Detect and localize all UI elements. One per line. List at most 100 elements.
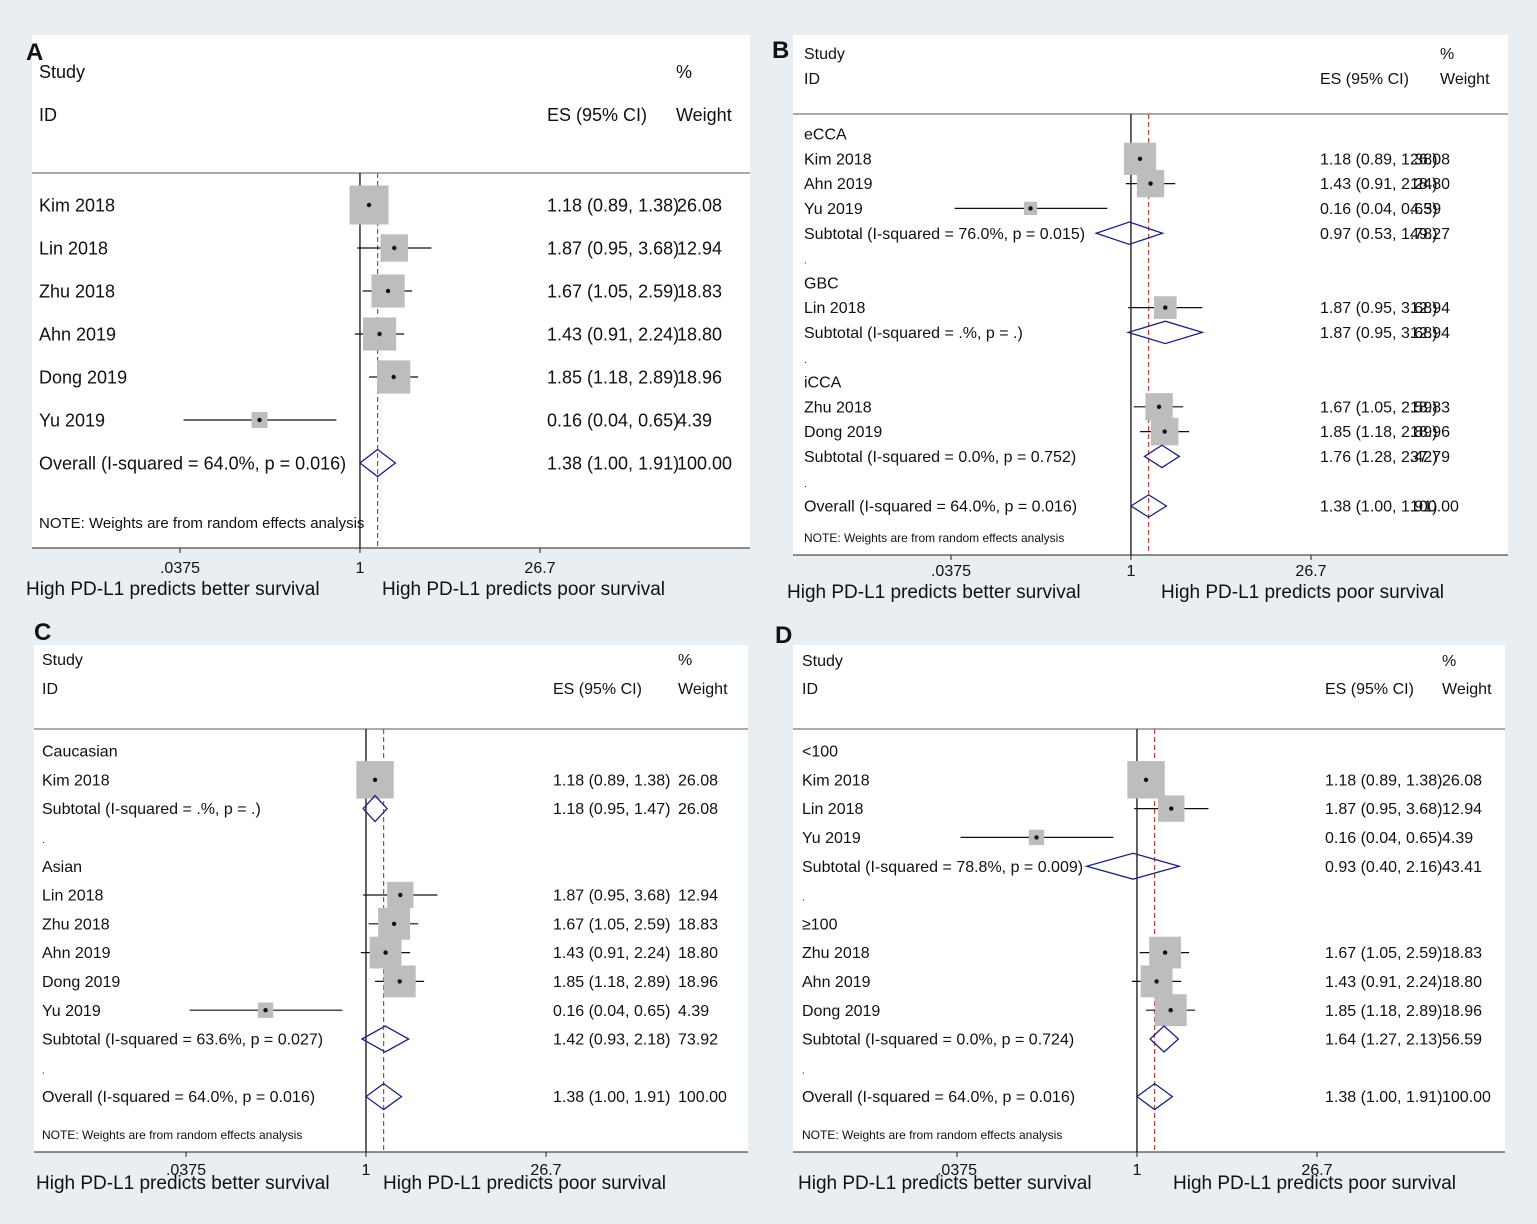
weight-value: 73.92 (678, 1032, 718, 1049)
weight-value: 4.39 (1410, 201, 1441, 218)
header-percent: % (1442, 653, 1456, 670)
study-label: Lin 2018 (42, 888, 103, 905)
point-estimate (1156, 404, 1162, 409)
right-direction-caption: High PD-L1 predicts poor survival (382, 579, 665, 600)
point-estimate (385, 288, 391, 294)
point-estimate (383, 950, 388, 955)
effect-size-ci: 1.87 (0.95, 3.68) (1320, 300, 1437, 317)
effect-size-ci: 1.43 (0.91, 2.24) (553, 945, 670, 962)
study-label: Lin 2018 (804, 300, 865, 317)
left-direction-caption: High PD-L1 predicts better survival (36, 1173, 330, 1194)
study-label: Ahn 2019 (802, 974, 871, 991)
weight-value: 26.08 (1410, 151, 1450, 168)
header-id: ID (39, 105, 57, 125)
weight-value: 26.08 (677, 195, 722, 215)
effect-size-ci: 1.18 (0.89, 1.38) (553, 772, 670, 789)
weight-value: 18.80 (678, 945, 718, 962)
x-tick-label: 26.7 (524, 560, 555, 577)
subtotal-diamond (362, 794, 388, 823)
x-tick-label: 1 (362, 1162, 371, 1179)
study-label: Zhu 2018 (804, 399, 872, 416)
left-direction-caption: High PD-L1 predicts better survival (798, 1173, 1092, 1194)
effect-size-ci: 1.85 (1.18, 2.89) (553, 974, 670, 991)
effect-size-ci: 1.38 (1.00, 1.91) (553, 1089, 670, 1106)
weight-value: 18.83 (1442, 945, 1482, 962)
effect-size-ci: 1.38 (1.00, 1.91) (1325, 1089, 1442, 1106)
study-label: Ahn 2019 (42, 945, 111, 962)
group-spacer: . (804, 479, 807, 490)
x-tick-label: 26.7 (530, 1162, 561, 1179)
point-estimate (1169, 806, 1174, 811)
point-estimate (1154, 979, 1159, 984)
weight-value: 12.94 (1410, 325, 1450, 342)
study-label: Dong 2019 (39, 367, 127, 387)
study-label: Kim 2018 (802, 772, 870, 789)
point-estimate (1034, 835, 1039, 840)
effect-size-ci: 0.93 (0.40, 2.16) (1325, 859, 1442, 876)
panel-label: C (34, 619, 51, 646)
effect-size-ci: 1.67 (1.05, 2.59) (1325, 945, 1442, 962)
effect-size-ci: 1.67 (1.05, 2.59) (547, 281, 679, 301)
effect-size-ci: 1.18 (0.89, 1.38) (1320, 151, 1437, 168)
weight-value: 100.00 (678, 1089, 727, 1106)
header-percent: % (676, 62, 692, 82)
subtotal-diamond (1149, 1025, 1180, 1053)
subtotal-label: Subtotal (I-squared = 63.6%, p = 0.027) (42, 1032, 323, 1049)
group-label: Caucasian (42, 744, 118, 761)
forest-panel-c: C Study ID ES (95% CI)% Weight Caucasian Kim 2… (34, 619, 748, 1194)
point-estimate (1148, 181, 1153, 186)
weight-value: 12.94 (1442, 801, 1482, 818)
point-estimate (1028, 206, 1033, 211)
subtotal-label: Subtotal (I-squared = .%, p = .) (804, 325, 1023, 342)
header-study: Study (804, 46, 845, 63)
study-label: Lin 2018 (802, 801, 863, 818)
study-label: Yu 2019 (804, 201, 863, 218)
weight-value: 18.80 (677, 324, 722, 344)
overall-label: Overall (I-squared = 64.0%, p = 0.016) (802, 1089, 1075, 1106)
analysis-note: NOTE: Weights are from random effects an… (804, 531, 1064, 545)
group-spacer: . (804, 355, 807, 366)
point-estimate (1137, 156, 1143, 161)
header-study: Study (42, 652, 83, 669)
effect-size-ci: 1.85 (1.18, 2.89) (1320, 424, 1437, 441)
point-estimate (372, 777, 378, 782)
weight-value: 26.08 (1442, 772, 1482, 789)
header-weight: Weight (1440, 71, 1490, 88)
effect-size-ci: 0.16 (0.04, 0.65) (1320, 201, 1437, 218)
x-tick-label: 1 (356, 560, 365, 577)
x-tick-label: 1 (1133, 1162, 1142, 1179)
study-label: Ahn 2019 (804, 176, 873, 193)
header-id: ID (42, 681, 58, 698)
weight-value: 4.39 (677, 410, 712, 430)
weight-value: 18.96 (1442, 1003, 1482, 1020)
effect-size-ci: 0.16 (0.04, 0.65) (553, 1003, 670, 1020)
panel-label: B (772, 37, 789, 64)
study-label: Zhu 2018 (42, 916, 110, 933)
effect-size-ci: 1.85 (1.18, 2.89) (1325, 1003, 1442, 1020)
effect-size-ci: 1.43 (0.91, 2.24) (1320, 176, 1437, 193)
weight-value: 26.08 (678, 801, 718, 818)
effect-size-ci: 0.97 (0.53, 1.78) (1320, 226, 1437, 243)
overall-diamond (1135, 1082, 1174, 1111)
x-tick-label: 26.7 (1301, 1162, 1332, 1179)
point-estimate (397, 979, 402, 984)
forest-panel-b: B Study ID ES (95% CI)% Weight eCCA Kim 2018 1.… (772, 35, 1508, 603)
effect-size-ci: 1.18 (0.89, 1.38) (547, 195, 679, 215)
effect-size-ci: 1.38 (1.00, 1.91) (1320, 499, 1437, 516)
x-tick-label: .0375 (160, 560, 200, 577)
effect-size-ci: 1.85 (1.18, 2.89) (547, 367, 679, 387)
header-id: ID (804, 71, 820, 88)
group-label: ≥100 (802, 916, 838, 933)
subtotal-diamond (1125, 320, 1205, 345)
right-direction-caption: High PD-L1 predicts poor survival (1173, 1173, 1456, 1194)
effect-size-ci: 1.18 (0.95, 1.47) (553, 801, 670, 818)
weight-value: 18.96 (677, 367, 722, 387)
header-weight: Weight (678, 681, 728, 698)
study-label: Yu 2019 (802, 830, 861, 847)
header-weight: Weight (676, 105, 732, 125)
subtotal-diamond (360, 1025, 411, 1053)
overall-label: Overall (I-squared = 64.0%, p = 0.016) (804, 499, 1077, 516)
study-label: Kim 2018 (804, 151, 872, 168)
point-estimate (257, 417, 262, 423)
